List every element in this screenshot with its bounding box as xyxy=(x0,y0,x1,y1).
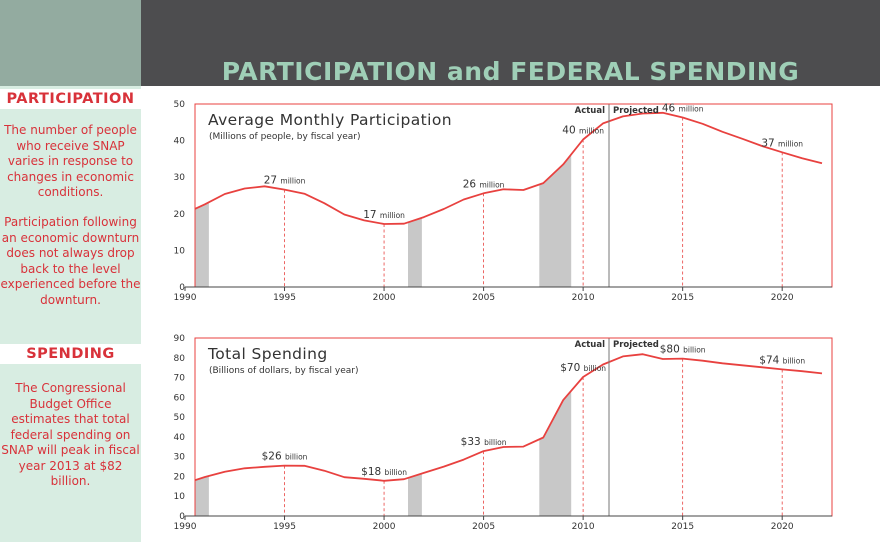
data-label: $26 billion xyxy=(262,451,308,463)
x-tick-label: 1990 xyxy=(174,522,197,532)
data-label-value: 27 xyxy=(264,175,281,187)
spending-text: The Congressional Budget Office estimate… xyxy=(1,381,140,488)
y-tick-label: 80 xyxy=(174,354,186,364)
x-tick-label: 1995 xyxy=(273,522,296,532)
spending-heading: SPENDING xyxy=(0,344,141,364)
data-label: 26 million xyxy=(463,178,505,190)
y-tick-label: 20 xyxy=(174,472,186,482)
recession-band xyxy=(539,390,572,516)
data-label-value: $74 xyxy=(759,354,782,366)
x-tick-label: 2020 xyxy=(771,522,794,532)
recession-band xyxy=(195,202,209,287)
x-tick-label: 1995 xyxy=(273,293,296,303)
data-label: 37 million xyxy=(761,137,803,149)
recession-band xyxy=(408,217,422,287)
x-tick-label: 2005 xyxy=(472,293,495,303)
x-tick-label: 2010 xyxy=(572,293,595,303)
data-label-unit: million xyxy=(579,127,604,136)
data-label: $18 billion xyxy=(361,466,407,478)
data-label-value: 26 xyxy=(463,178,480,190)
y-tick-label: 70 xyxy=(174,374,186,384)
recession-band xyxy=(539,154,572,287)
data-label: $70 billion xyxy=(560,362,606,374)
data-label-value: 37 xyxy=(761,137,778,149)
data-label-unit: million xyxy=(479,180,504,189)
data-label-value: $70 xyxy=(560,362,583,374)
y-tick-label: 10 xyxy=(174,246,186,256)
series-line xyxy=(195,353,823,482)
chart-title: Average Monthly Participation xyxy=(208,111,452,129)
y-tick-label: 30 xyxy=(174,173,186,183)
data-label-value: $26 xyxy=(262,451,285,463)
data-label-unit: billion xyxy=(584,364,607,373)
y-tick-label: 60 xyxy=(174,393,186,403)
participation-text-1: The number of people who receive SNAP va… xyxy=(4,123,137,199)
participation-text-2: Participation following an economic down… xyxy=(0,215,141,307)
chart-1: 0 10 20 30 40 50 1990 1995 2000 2005 2010 2015 2020 A… xyxy=(174,100,833,303)
y-tick-label: 0 xyxy=(179,512,185,522)
data-label: 17 million xyxy=(363,209,405,221)
header-left-panel xyxy=(0,0,141,86)
y-tick-label: 10 xyxy=(174,492,186,502)
chart-title: Total Spending xyxy=(207,345,328,363)
data-label-unit: million xyxy=(778,139,803,148)
y-tick-label: 50 xyxy=(174,413,186,423)
chart-subtitle: (Millions of people, by fiscal year) xyxy=(209,132,360,142)
data-label: 46 million xyxy=(662,103,704,115)
projected-label: Projected xyxy=(613,106,659,116)
plot-layer xyxy=(195,353,823,516)
y-tick-label: 50 xyxy=(174,100,186,110)
x-tick-label: 1990 xyxy=(174,293,197,303)
data-label-unit: million xyxy=(679,105,704,114)
actual-label: Actual xyxy=(575,106,605,116)
recession-band xyxy=(408,473,422,516)
data-label: $80 billion xyxy=(660,344,706,356)
data-label-unit: billion xyxy=(683,346,706,355)
sidebar xyxy=(0,86,141,542)
data-label-unit: billion xyxy=(285,453,308,462)
recession-band xyxy=(195,476,209,516)
data-label-unit: million xyxy=(280,177,305,186)
page-title: PARTICIPATION and FEDERAL SPENDING xyxy=(221,57,800,86)
chart-2: 0 10 20 30 40 50 60 70 80 90 1990 1995 2000 2005 2010 2… xyxy=(174,334,833,532)
participation-heading: PARTICIPATION xyxy=(0,89,141,109)
actual-label: Actual xyxy=(575,340,605,350)
data-label: $74 billion xyxy=(759,354,805,366)
plot-layer xyxy=(195,111,823,287)
data-label-value: 46 xyxy=(662,103,679,115)
data-label-unit: million xyxy=(380,211,405,220)
x-tick-label: 2000 xyxy=(373,522,396,532)
y-tick-label: 90 xyxy=(174,334,186,344)
data-label: 27 million xyxy=(264,175,306,187)
data-label-value: 40 xyxy=(562,125,579,137)
x-tick-label: 2005 xyxy=(472,522,495,532)
data-label: $33 billion xyxy=(461,436,507,448)
header-bar xyxy=(141,0,880,86)
data-label-unit: billion xyxy=(484,438,507,447)
projected-label: Projected xyxy=(613,340,659,350)
x-tick-label: 2000 xyxy=(373,293,396,303)
data-label-value: $33 xyxy=(461,436,484,448)
x-tick-label: 2015 xyxy=(671,293,694,303)
x-tick-label: 2015 xyxy=(671,522,694,532)
data-label-unit: billion xyxy=(783,356,806,365)
y-tick-label: 20 xyxy=(174,210,186,220)
y-tick-label: 30 xyxy=(174,453,186,463)
chart-subtitle: (Billions of dollars, by fiscal year) xyxy=(209,366,359,376)
y-tick-label: 40 xyxy=(174,137,186,147)
y-tick-label: 0 xyxy=(179,283,185,293)
x-tick-label: 2010 xyxy=(572,522,595,532)
data-label-value: 17 xyxy=(363,209,380,221)
data-label-value: $18 xyxy=(361,466,384,478)
data-label: 40 million xyxy=(562,125,604,137)
data-label-unit: billion xyxy=(385,468,408,477)
x-tick-label: 2020 xyxy=(771,293,794,303)
y-tick-label: 40 xyxy=(174,433,186,443)
series-line xyxy=(195,111,823,225)
data-label-value: $80 xyxy=(660,344,683,356)
